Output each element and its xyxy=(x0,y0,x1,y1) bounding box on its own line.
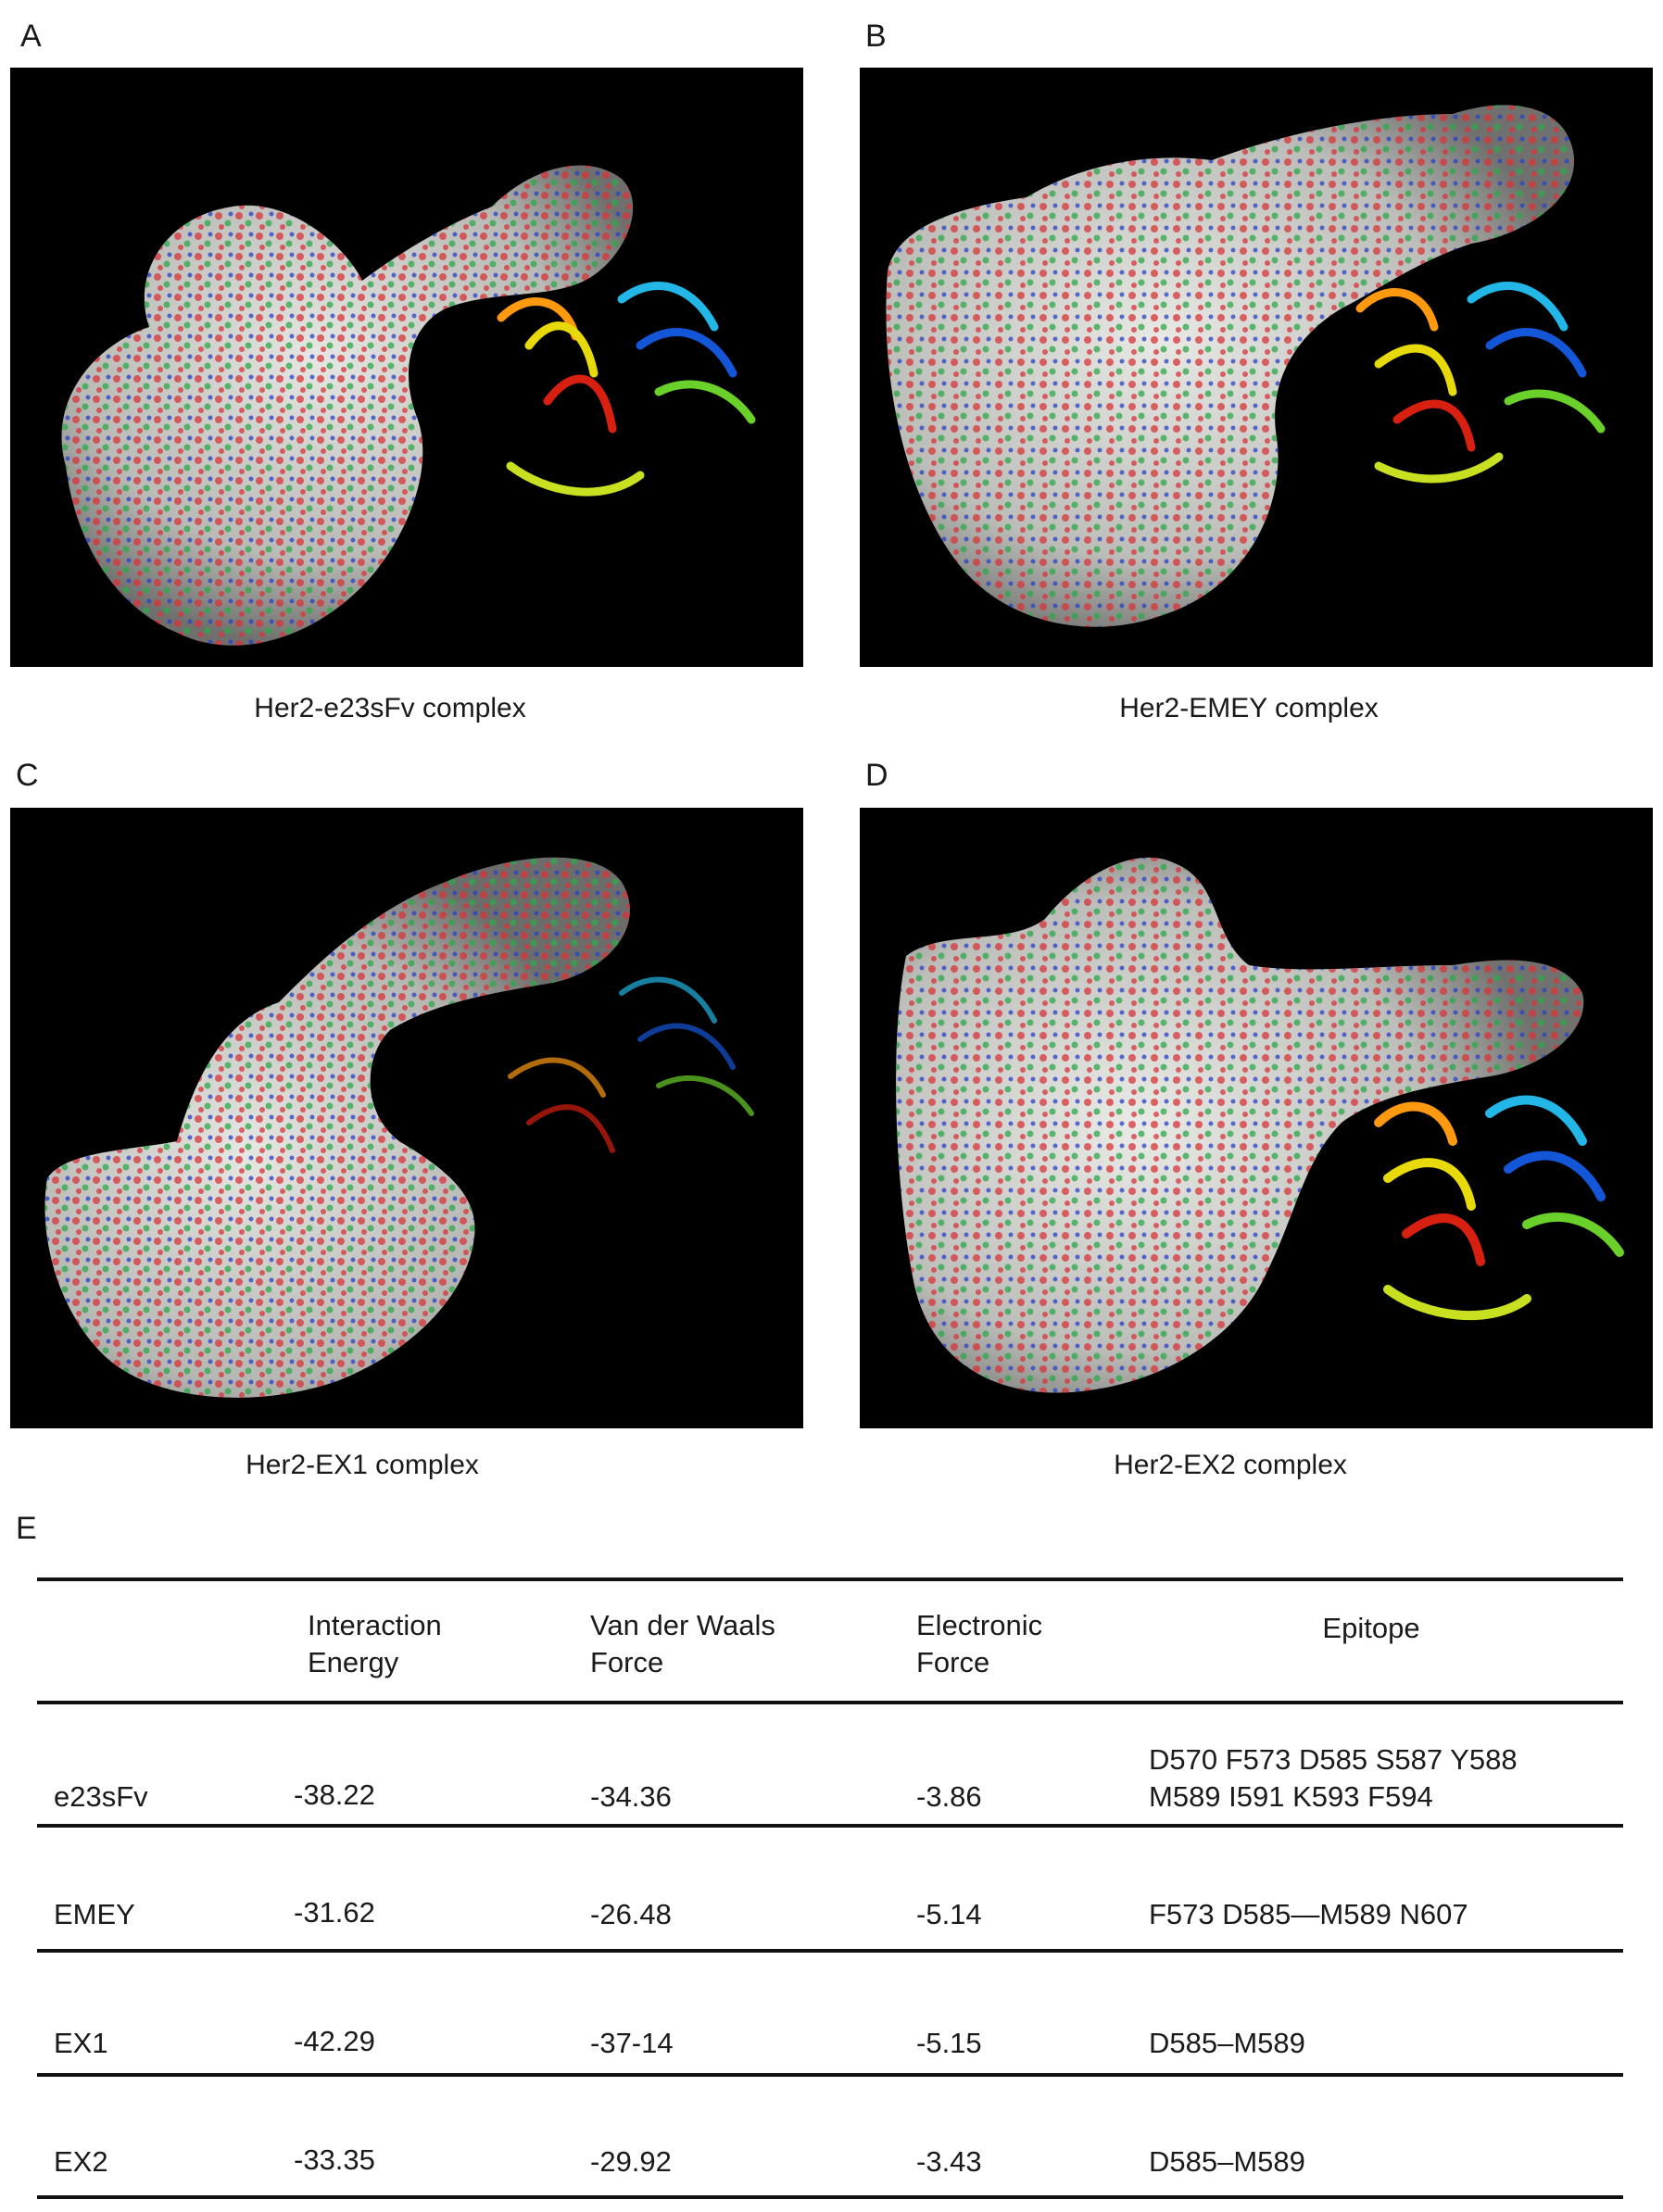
row-e23sfv-name: e23sFv xyxy=(54,1780,148,1813)
protein-surface-illustration xyxy=(886,105,1606,627)
header-van-der-waals-force: Van der Waals Force xyxy=(590,1609,775,1678)
row-e23sfv-epitope: D570 F573 D585 S587 Y588 M589 I591 K593 F… xyxy=(1149,1743,1518,1813)
row-e23sfv-energy: -38.22 xyxy=(294,1778,375,1811)
row-emey-name: EMEY xyxy=(54,1898,135,1930)
protein-surface-illustration xyxy=(896,857,1624,1393)
row-rule-3 xyxy=(37,2073,1623,2077)
panel-a-caption: Her2-e23sFv complex xyxy=(254,693,526,723)
table-top-rule xyxy=(37,1577,1623,1581)
row-emey-vdw: -26.48 xyxy=(590,1898,672,1930)
panel-letter-d: D xyxy=(865,758,888,793)
panel-letter-a: A xyxy=(20,19,42,54)
row-ex1-name: EX1 xyxy=(54,2027,108,2059)
table-bottom-rule xyxy=(37,2195,1623,2199)
panel-letter-b: B xyxy=(865,19,887,54)
protein-surface-illustration xyxy=(44,857,754,1398)
row-e23sfv-vdw: -34.36 xyxy=(590,1780,672,1813)
panel-d-molecule-image xyxy=(860,808,1653,1428)
row-ex1-vdw: -37-14 xyxy=(590,2027,674,2059)
panel-c-molecule-image xyxy=(10,808,803,1428)
header-electronic-force: Electronic Force xyxy=(916,1609,1043,1678)
row-ex2-epitope: D585–M589 xyxy=(1149,2145,1305,2178)
header-epitope: Epitope xyxy=(1322,1612,1420,1644)
row-ex1-energy: -42.29 xyxy=(294,2025,375,2057)
row-e23sfv-elec: -3.86 xyxy=(916,1780,982,1813)
panel-b-molecule-image xyxy=(860,68,1653,667)
row-emey-energy: -31.62 xyxy=(294,1896,375,1929)
row-emey-elec: -5.14 xyxy=(916,1898,982,1930)
panel-letter-e: E xyxy=(16,1511,37,1546)
header-rule xyxy=(37,1701,1623,1704)
row-ex2-name: EX2 xyxy=(54,2145,108,2178)
row-ex2-vdw: -29.92 xyxy=(590,2145,672,2178)
row-ex2-elec: -3.43 xyxy=(916,2145,982,2178)
row-rule-2 xyxy=(37,1949,1623,1953)
panel-c-caption: Her2-EX1 complex xyxy=(246,1450,479,1480)
row-ex2-energy: -33.35 xyxy=(294,2143,375,2176)
panel-letter-c: C xyxy=(16,758,39,793)
panel-d-caption: Her2-EX2 complex xyxy=(1114,1450,1347,1480)
panel-b-caption: Her2-EMEY complex xyxy=(1119,693,1379,723)
header-interaction-energy: Interaction Energy xyxy=(308,1609,442,1678)
row-emey-epitope: F573 D585—M589 N607 xyxy=(1149,1898,1468,1930)
panel-a-molecule-image xyxy=(10,68,803,667)
row-ex1-epitope: D585–M589 xyxy=(1149,2027,1305,2059)
row-rule-1 xyxy=(37,1824,1623,1828)
protein-surface-illustration xyxy=(61,165,756,646)
row-ex1-elec: -5.15 xyxy=(916,2027,982,2059)
